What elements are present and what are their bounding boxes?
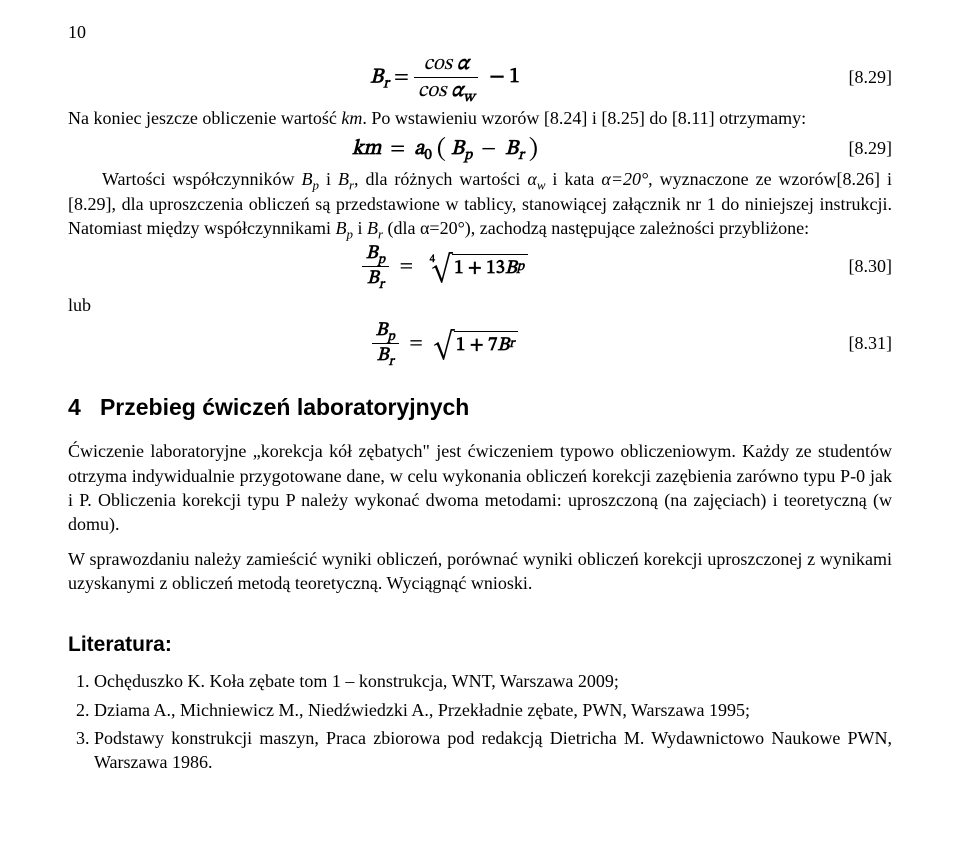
- eq-var: B: [377, 346, 389, 365]
- inline-v: B: [301, 169, 312, 189]
- section-title: Przebieg ćwiczeń laboratoryjnych: [100, 394, 469, 420]
- inline-var: Bp: [301, 169, 318, 189]
- equation-tag: [8.31]: [822, 333, 892, 354]
- equation-tag: [8.29]: [822, 67, 892, 88]
- text-span: Na koniec jeszcze obliczenie wartość: [68, 108, 341, 128]
- text-span: i: [353, 218, 367, 238]
- eq-eqsign: =: [386, 138, 409, 159]
- eq-var: B: [497, 336, 509, 355]
- inline-var: αw: [527, 169, 545, 189]
- eq-text: 1 + 13: [454, 259, 505, 278]
- eq-var: B: [376, 321, 388, 340]
- eq-var: B: [451, 138, 464, 159]
- equation-8-29a-expr: Br = cos α cos αw − 1: [68, 51, 822, 104]
- eq-var: B: [370, 66, 383, 87]
- eq-var: a: [414, 138, 424, 159]
- equation-tag: [8.29]: [822, 138, 892, 159]
- paragraph-4: W sprawozdaniu należy zamieścić wyniki o…: [68, 547, 892, 596]
- equation-tag: [8.30]: [822, 256, 892, 277]
- eq-sqrt: √ 1 + 13Bp: [432, 254, 529, 280]
- inline-v: B: [367, 218, 378, 238]
- eq-sub: r: [379, 279, 384, 292]
- eq-minus: −: [477, 138, 500, 159]
- eq-sub: w: [463, 89, 474, 105]
- eq-fraction: cos α cos αw: [414, 51, 479, 104]
- eq-paren-open: (: [437, 137, 446, 163]
- eq-sub: r: [518, 147, 524, 163]
- equation-8-31-expr: Bp Br = √ 1 + 7Br: [68, 319, 822, 368]
- text-span: i kata: [545, 169, 601, 189]
- eq-sub: r: [383, 76, 389, 92]
- text-span: . Po wstawieniu wzorów [8.24] i [8.25] d…: [362, 108, 806, 128]
- text-span: (dla α=20°), zachodzą następujące zależn…: [383, 218, 809, 238]
- paragraph-1: Na koniec jeszcze obliczenie wartość km.…: [68, 106, 892, 130]
- eq-radicand: 1 + 7Br: [454, 331, 518, 357]
- equation-8-29b-expr: km = a0 ( Bp − Br ): [68, 132, 822, 165]
- eq-km: km: [352, 138, 381, 159]
- inline-v: B: [338, 169, 349, 189]
- literature-item: Dziama A., Michniewicz M., Niedźwiedzki …: [94, 698, 892, 722]
- eq-var: B: [367, 269, 379, 288]
- eq-frac-den: Br: [372, 343, 399, 368]
- eq-sqrt: √ 1 + 7Br: [433, 331, 518, 357]
- lub-line: lub: [68, 293, 892, 317]
- eq-frac-num: cos α: [414, 51, 479, 77]
- equation-8-31: Bp Br = √ 1 + 7Br [8.31]: [68, 319, 892, 368]
- eq-var: B: [366, 244, 378, 263]
- literature-item: Podstawy konstrukcji maszyn, Praca zbior…: [94, 726, 892, 775]
- section-heading: 4 Przebieg ćwiczeń laboratoryjnych: [68, 394, 892, 421]
- literature-heading: Literatura:: [68, 633, 892, 657]
- inline-v: α: [527, 169, 536, 189]
- eq-sub: p: [387, 331, 394, 344]
- eq-frac-num: Bp: [362, 242, 389, 266]
- inline-var: Br: [338, 169, 354, 189]
- text-span: Wartości współczynników: [102, 169, 301, 189]
- eq-var: B: [505, 138, 518, 159]
- paragraph-2: Wartości współczynników Bp i Br, dla róż…: [68, 167, 892, 240]
- text-span: i: [319, 169, 338, 189]
- text-span: , dla różnych wartości: [354, 169, 527, 189]
- page: 10 Br = cos α cos αw − 1 [8.29] Na konie…: [0, 0, 960, 862]
- eq-radicand: 1 + 13Bp: [452, 254, 528, 280]
- equation-8-29b: km = a0 ( Bp − Br ) [8.29]: [68, 132, 892, 165]
- eq-frac-den: cos αw: [414, 77, 479, 104]
- eq-frac-num: Bp: [372, 319, 399, 343]
- eq-sub: 0: [424, 147, 431, 163]
- literature-item: Ochęduszko K. Koła zębate tom 1 – konstr…: [94, 669, 892, 693]
- sqrt-icon: √: [433, 334, 454, 360]
- section-number: 4: [68, 394, 81, 420]
- eq-eqsign: =: [393, 257, 419, 276]
- literature-list: Ochęduszko K. Koła zębate tom 1 – konstr…: [68, 669, 892, 774]
- eq-eqsign: =: [403, 334, 429, 353]
- eq-frac-den: Br: [362, 266, 389, 291]
- equation-8-29a: Br = cos α cos αw − 1 [8.29]: [68, 51, 892, 104]
- eq-cos: cos: [418, 80, 446, 101]
- page-number: 10: [68, 22, 892, 43]
- equation-8-30: Bp Br = 4 √ 1 + 13Bp [8.30]: [68, 242, 892, 291]
- eq-sub: p: [464, 147, 472, 163]
- eq-cos: cos: [424, 53, 452, 74]
- eq-eqsign: =: [394, 66, 409, 87]
- eq-fraction: Bp Br: [372, 319, 399, 368]
- inline-alpha20: α=20°: [601, 169, 648, 189]
- inline-v: B: [335, 218, 346, 238]
- eq-fraction: Bp Br: [362, 242, 389, 291]
- eq-alpha: α: [457, 53, 469, 74]
- inline-km: km: [341, 108, 362, 128]
- inline-var: Bp: [335, 218, 352, 238]
- eq-paren-close: ): [529, 137, 538, 163]
- paragraph-3: Ćwiczenie laboratoryjne „korekcja kół zę…: [68, 439, 892, 536]
- eq-minus-one: − 1: [483, 66, 519, 87]
- eq-var: B: [505, 259, 517, 278]
- equation-8-30-expr: Bp Br = 4 √ 1 + 13Bp: [68, 242, 822, 291]
- eq-text: 1 + 7: [456, 336, 497, 355]
- eq-sub: p: [378, 254, 385, 267]
- eq-alpha: α: [451, 80, 463, 101]
- eq-sub: r: [388, 356, 393, 369]
- sqrt-icon: √: [432, 257, 453, 283]
- inline-var: Br: [367, 218, 383, 238]
